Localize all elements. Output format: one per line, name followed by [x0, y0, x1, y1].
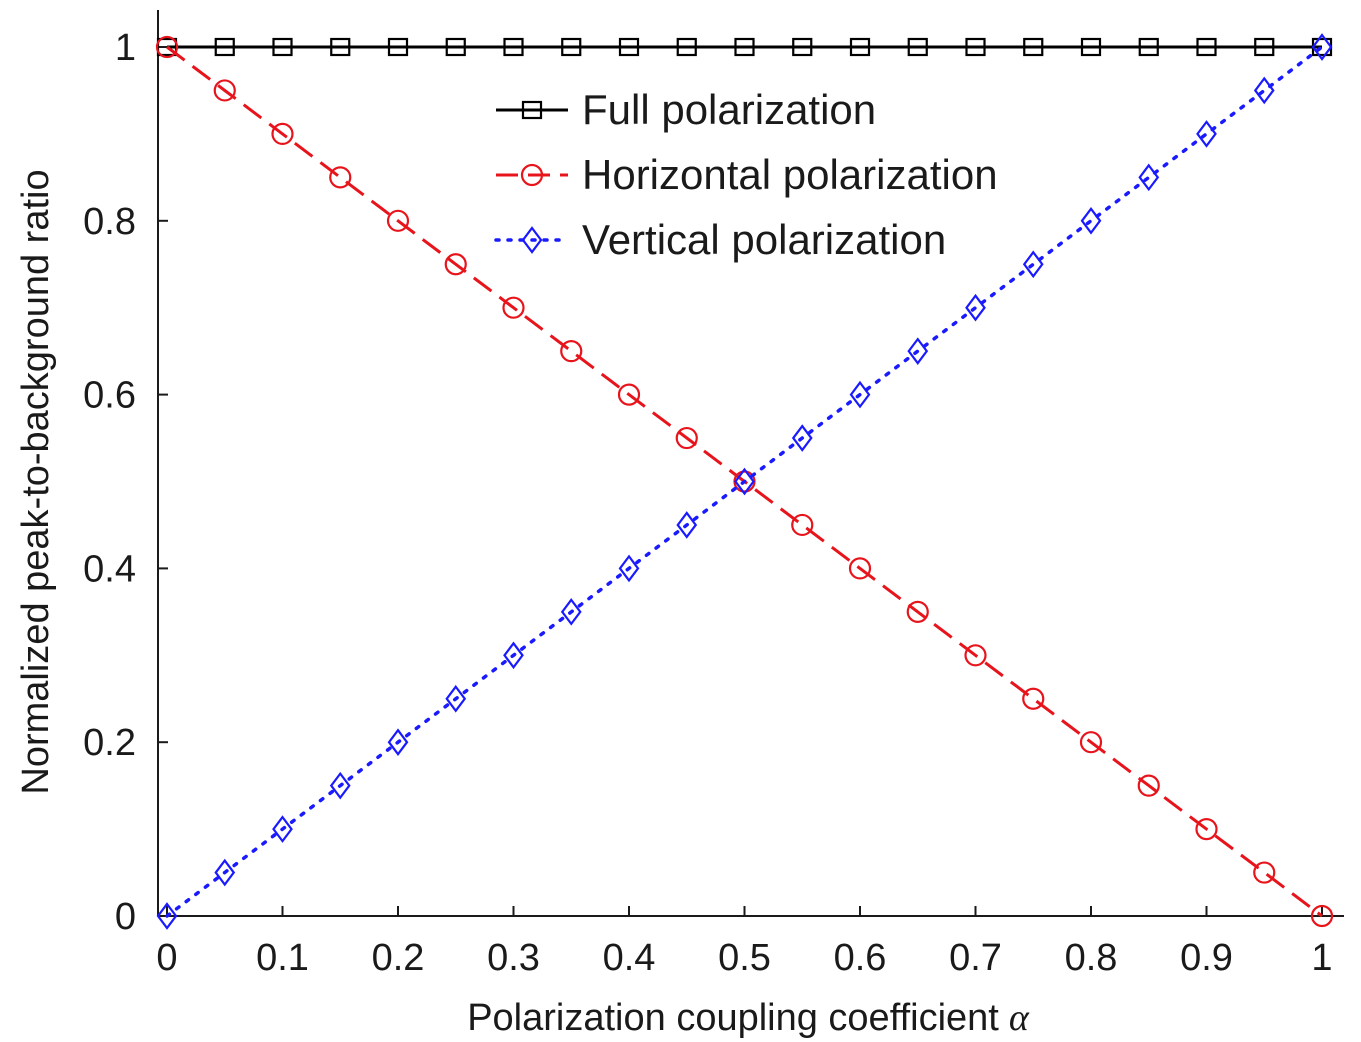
data-point [156, 902, 178, 930]
data-point [617, 383, 641, 406]
x-tick-label: 0.2 [372, 937, 425, 979]
x-axis-label-text: Polarization coupling coefficient [467, 997, 999, 1039]
x-tick-label: 0.6 [834, 937, 887, 979]
data-point [791, 424, 813, 452]
data-point [272, 37, 293, 57]
data-point [848, 557, 872, 580]
data-point [907, 37, 928, 57]
data-point [1253, 861, 1276, 884]
x-tick-label: 0 [156, 937, 177, 979]
legend-marker [520, 163, 544, 187]
y-tick-label: 1 [115, 27, 136, 69]
data-point [965, 37, 986, 57]
data-point [214, 858, 236, 887]
legend-label: Full polarization [582, 86, 876, 133]
data-point [271, 122, 294, 145]
data-point [907, 337, 929, 365]
series-vertical-polarization [156, 33, 1333, 930]
x-axis-label: Polarization coupling coefficient α [467, 997, 1030, 1039]
data-point [676, 511, 698, 539]
y-tick-label: 0.6 [83, 375, 136, 417]
data-point [387, 37, 409, 57]
data-point [1195, 817, 1218, 841]
data-point [1254, 37, 1275, 57]
y-axis-label: Normalized peak-to-background ratio [15, 169, 57, 794]
data-point [849, 37, 871, 57]
y-tick-label: 0 [115, 896, 136, 938]
data-point [906, 600, 929, 623]
legend-entry: Horizontal polarization [496, 151, 998, 198]
x-tick-label: 0.4 [603, 937, 656, 979]
series-full-polarization [156, 37, 1333, 57]
data-point [155, 35, 179, 59]
x-tick-label: 0.7 [949, 937, 1002, 979]
legend-entry: Vertical polarization [494, 216, 946, 263]
data-point [503, 37, 524, 57]
data-point [618, 37, 640, 57]
data-point [676, 37, 697, 57]
x-tick-label: 1 [1311, 937, 1332, 979]
legend: Full polarization Horizontal polarization… [494, 86, 998, 263]
data-point [1080, 37, 1102, 57]
data-point [734, 467, 755, 496]
y-tick-label: 0.2 [83, 722, 136, 764]
data-point [1137, 774, 1160, 797]
data-point [1022, 250, 1044, 279]
x-tick-label: 0.3 [487, 937, 540, 979]
legend-marker [521, 226, 543, 254]
data-point [561, 37, 582, 57]
data-point [1311, 33, 1333, 61]
x-tick-label: 0.1 [256, 937, 309, 979]
data-point [387, 728, 409, 757]
data-point [329, 771, 351, 800]
legend-label: Vertical polarization [582, 216, 946, 263]
data-point [1196, 120, 1217, 148]
data-point [272, 815, 293, 843]
data-point [675, 426, 698, 450]
data-point [849, 380, 871, 409]
data-point [386, 209, 410, 232]
data-point [792, 37, 813, 57]
data-point [618, 554, 640, 583]
data-point [560, 598, 582, 626]
data-point [330, 37, 351, 57]
y-tick-label: 0.8 [83, 201, 136, 243]
data-point [502, 296, 525, 319]
data-point [791, 513, 814, 537]
series-line [165, 45, 1324, 918]
data-point [1253, 76, 1275, 105]
data-point [445, 37, 466, 57]
data-point [1022, 687, 1045, 710]
x-tick-label: 0.9 [1180, 937, 1233, 979]
data-point [1079, 731, 1103, 754]
data-point [214, 37, 235, 57]
data-point [1138, 163, 1160, 192]
data-point [213, 79, 236, 102]
legend-entry: Full polarization [496, 86, 876, 133]
data-point [444, 253, 467, 276]
data-point [329, 166, 352, 189]
data-point [1310, 904, 1334, 928]
x-tick-label: 0.8 [1065, 937, 1118, 979]
plot-area [155, 33, 1334, 930]
axes: 0 0.1 0.2 0.3 0.4 0.5 0.6 0.7 0.8 0.9 1 0 0.2 0.4 0.6 0… [83, 10, 1344, 979]
data-point [1196, 37, 1217, 57]
data-point [1080, 206, 1102, 235]
data-point [503, 641, 524, 670]
y-tick-label: 0.4 [83, 548, 136, 590]
x-tick-label: 0.5 [718, 937, 771, 979]
legend-label: Horizontal polarization [582, 151, 998, 198]
data-point [1023, 37, 1044, 57]
data-point [1138, 37, 1159, 57]
data-point [964, 644, 987, 667]
data-point [965, 293, 986, 322]
x-axis-label-symbol: α [1009, 997, 1030, 1039]
data-point [560, 340, 583, 363]
legend-marker [521, 100, 543, 120]
data-point [445, 684, 467, 713]
data-point [734, 37, 755, 57]
